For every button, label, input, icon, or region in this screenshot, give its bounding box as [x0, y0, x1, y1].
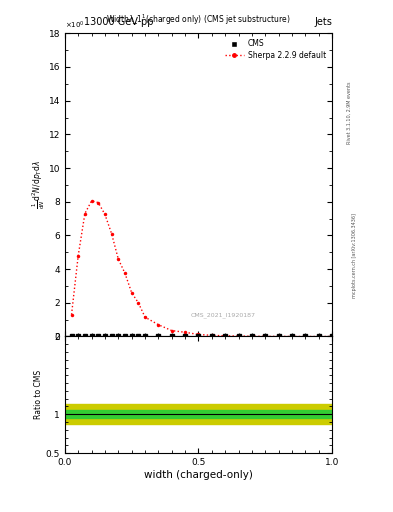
Text: Jets: Jets [314, 17, 332, 27]
Text: CMS_2021_I1920187: CMS_2021_I1920187 [191, 312, 255, 318]
Text: 13000 GeV pp: 13000 GeV pp [84, 17, 154, 27]
Y-axis label: $\frac{1}{\mathrm{d}N} \mathrm{d}^2N / \mathrm{d}p_T \mathrm{d}\lambda$: $\frac{1}{\mathrm{d}N} \mathrm{d}^2N / \… [31, 160, 47, 209]
Legend: CMS, Sherpa 2.2.9 default: CMS, Sherpa 2.2.9 default [222, 37, 328, 62]
Text: Rivet 3.1.10, 2.9M events: Rivet 3.1.10, 2.9M events [347, 81, 352, 144]
Text: $\times10^0$: $\times10^0$ [65, 19, 84, 31]
Text: Width$\lambda\_1^1$(charged only) (CMS jet substructure): Width$\lambda\_1^1$(charged only) (CMS j… [106, 13, 291, 27]
X-axis label: width (charged-only): width (charged-only) [144, 470, 253, 480]
Y-axis label: Ratio to CMS: Ratio to CMS [34, 370, 43, 419]
Text: mcplots.cern.ch [arXiv:1306.3436]: mcplots.cern.ch [arXiv:1306.3436] [352, 214, 357, 298]
